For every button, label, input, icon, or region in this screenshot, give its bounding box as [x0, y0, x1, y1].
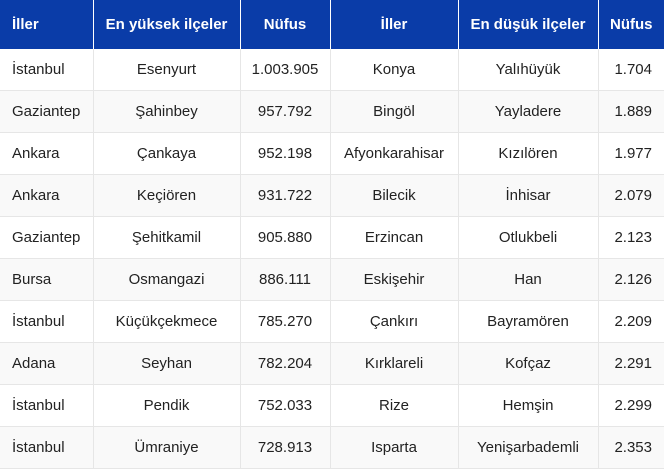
table-row: İstanbul Esenyurt 1.003.905 Konya Yalıhü…: [0, 49, 664, 91]
cell-population-low: 2.079: [598, 174, 664, 217]
cell-province-low: Çankırı: [330, 300, 459, 343]
cell-province-high: Ankara: [0, 132, 94, 175]
header-provinces-highest: İller: [0, 0, 94, 49]
cell-population-low: 2.291: [598, 342, 664, 385]
cell-province-low: Rize: [330, 384, 459, 427]
table-header: İller En yüksek ilçeler Nüfus İller En d…: [0, 0, 664, 49]
cell-province-high: İstanbul: [0, 49, 94, 91]
cell-district-high: Ümraniye: [93, 426, 241, 469]
cell-population-high: 1.003.905: [240, 49, 331, 91]
cell-province-low: Bingöl: [330, 90, 459, 133]
cell-district-high: Çankaya: [93, 132, 241, 175]
cell-province-high: Bursa: [0, 258, 94, 301]
cell-district-low: Hemşin: [458, 384, 599, 427]
cell-province-high: Gaziantep: [0, 90, 94, 133]
cell-district-high: Şahinbey: [93, 90, 241, 133]
cell-population-high: 785.270: [240, 300, 331, 343]
cell-district-high: Seyhan: [93, 342, 241, 385]
table-row: Bursa Osmangazi 886.111 Eskişehir Han 2.…: [0, 258, 664, 301]
cell-district-low: Kızılören: [458, 132, 599, 175]
cell-province-low: Isparta: [330, 426, 459, 469]
table-row: İstanbul Pendik 752.033 Rize Hemşin 2.29…: [0, 384, 664, 427]
cell-district-low: Yayladere: [458, 90, 599, 133]
cell-province-high: Ankara: [0, 174, 94, 217]
cell-province-low: Kırklareli: [330, 342, 459, 385]
cell-province-high: İstanbul: [0, 426, 94, 469]
cell-population-high: 782.204: [240, 342, 331, 385]
header-row: İller En yüksek ilçeler Nüfus İller En d…: [0, 0, 664, 49]
cell-population-low: 2.299: [598, 384, 664, 427]
table-row: Adana Seyhan 782.204 Kırklareli Kofçaz 2…: [0, 342, 664, 385]
cell-province-high: İstanbul: [0, 384, 94, 427]
cell-district-high: Şehitkamil: [93, 216, 241, 259]
cell-province-high: Adana: [0, 342, 94, 385]
table-row: Gaziantep Şehitkamil 905.880 Erzincan Ot…: [0, 216, 664, 259]
cell-district-low: Otlukbeli: [458, 216, 599, 259]
cell-population-high: 905.880: [240, 216, 331, 259]
header-provinces-lowest: İller: [330, 0, 459, 49]
cell-population-low: 2.209: [598, 300, 664, 343]
header-highest-districts: En yüksek ilçeler: [93, 0, 241, 49]
table-row: Ankara Çankaya 952.198 Afyonkarahisar Kı…: [0, 132, 664, 175]
cell-population-high: 886.111: [240, 258, 331, 301]
table-row: Gaziantep Şahinbey 957.792 Bingöl Yaylad…: [0, 90, 664, 133]
header-population-lowest: Nüfus: [598, 0, 664, 49]
cell-province-low: Bilecik: [330, 174, 459, 217]
cell-population-low: 2.353: [598, 426, 664, 469]
table-body: İstanbul Esenyurt 1.003.905 Konya Yalıhü…: [0, 49, 664, 469]
cell-district-low: Bayramören: [458, 300, 599, 343]
cell-district-high: Osmangazi: [93, 258, 241, 301]
cell-district-high: Esenyurt: [93, 49, 241, 91]
cell-district-high: Keçiören: [93, 174, 241, 217]
cell-province-high: İstanbul: [0, 300, 94, 343]
cell-population-low: 2.126: [598, 258, 664, 301]
cell-province-high: Gaziantep: [0, 216, 94, 259]
cell-district-high: Pendik: [93, 384, 241, 427]
cell-district-low: İnhisar: [458, 174, 599, 217]
cell-province-low: Konya: [330, 49, 459, 91]
header-lowest-districts: En düşük ilçeler: [458, 0, 599, 49]
cell-district-high: Küçükçekmece: [93, 300, 241, 343]
table-row: İstanbul Küçükçekmece 785.270 Çankırı Ba…: [0, 300, 664, 343]
cell-population-low: 1.704: [598, 49, 664, 91]
cell-population-low: 1.977: [598, 132, 664, 175]
cell-district-low: Han: [458, 258, 599, 301]
cell-district-low: Kofçaz: [458, 342, 599, 385]
cell-population-high: 952.198: [240, 132, 331, 175]
cell-population-low: 2.123: [598, 216, 664, 259]
cell-population-high: 728.913: [240, 426, 331, 469]
cell-population-high: 931.722: [240, 174, 331, 217]
cell-population-low: 1.889: [598, 90, 664, 133]
table-row: İstanbul Ümraniye 728.913 Isparta Yenişa…: [0, 426, 664, 469]
cell-population-high: 957.792: [240, 90, 331, 133]
cell-province-low: Erzincan: [330, 216, 459, 259]
table-row: Ankara Keçiören 931.722 Bilecik İnhisar …: [0, 174, 664, 217]
cell-district-low: Yenişarbademli: [458, 426, 599, 469]
header-population-highest: Nüfus: [240, 0, 331, 49]
cell-province-low: Eskişehir: [330, 258, 459, 301]
cell-district-low: Yalıhüyük: [458, 49, 599, 91]
cell-population-high: 752.033: [240, 384, 331, 427]
cell-province-low: Afyonkarahisar: [330, 132, 459, 175]
